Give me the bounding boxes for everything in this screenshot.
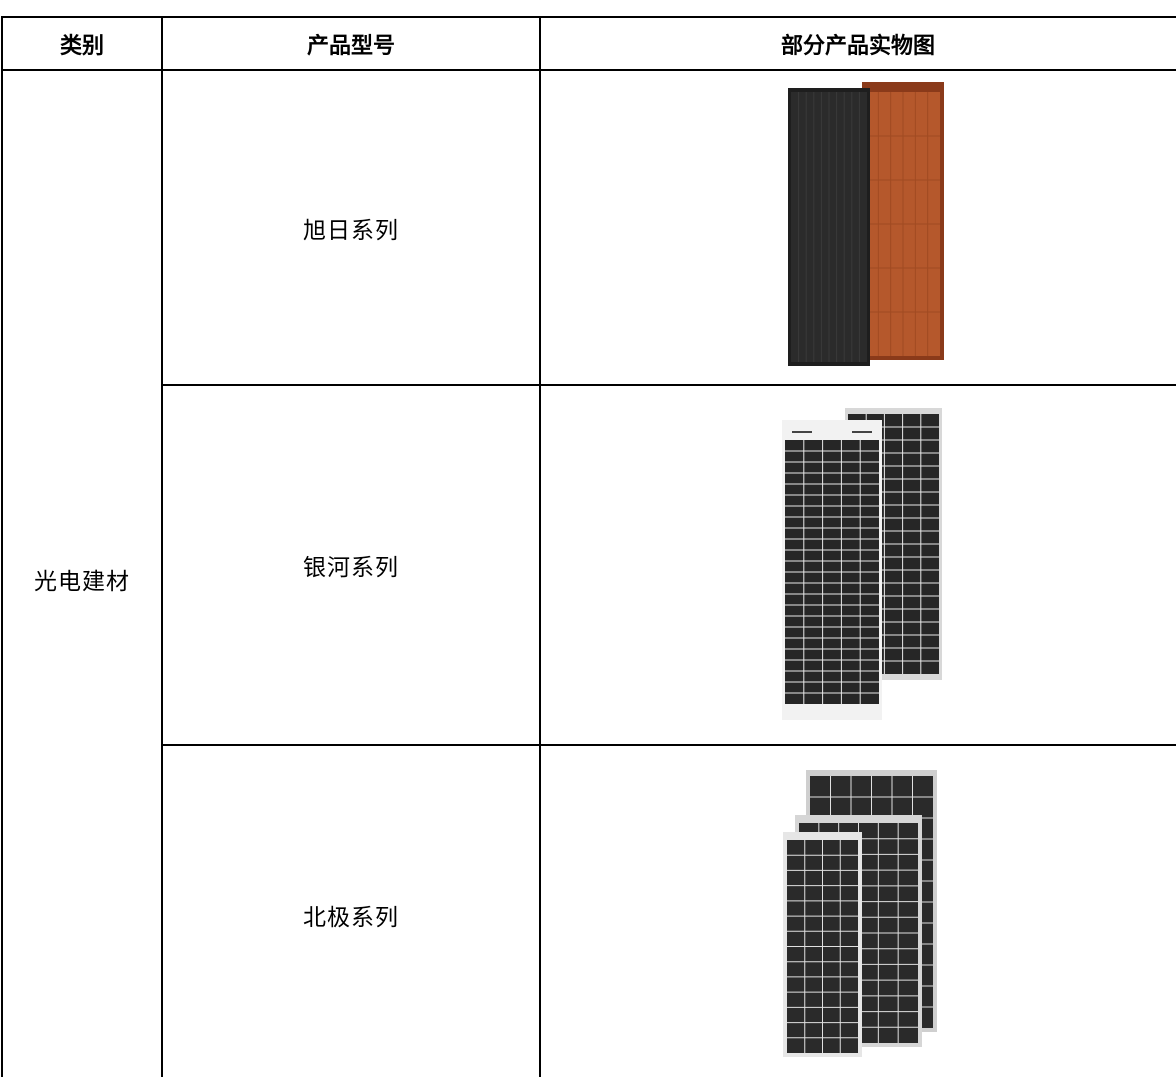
header-cell: 部分产品实物图 [780,33,935,59]
solar-panel [862,82,944,360]
border [539,16,541,1077]
border [1,69,1176,71]
header-cell: 类别 [59,33,104,59]
border [1,16,1176,18]
model-cell: 银河系列 [303,555,399,581]
model-cell: 旭日系列 [303,217,399,244]
solar-panel [782,420,882,720]
border [161,16,163,1077]
border [162,384,1176,386]
border [1,16,3,1077]
model-cell: 北极系列 [303,905,399,931]
category-cell: 光电建材 [34,568,130,595]
border [162,744,1176,746]
header-cell: 产品型号 [306,33,395,59]
solar-panel [783,832,862,1057]
solar-panel [788,88,870,366]
